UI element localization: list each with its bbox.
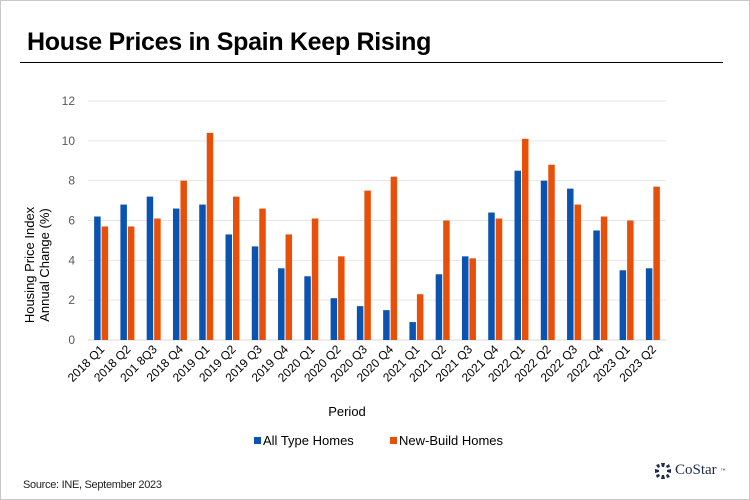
bar-new-build-homes: [495, 218, 503, 340]
bar-all-type-homes: [146, 196, 154, 340]
title-divider: [20, 62, 723, 63]
legend-label-all-type-homes[interactable]: All Type Homes: [263, 433, 354, 448]
costar-star-icon: [655, 462, 671, 479]
chart-title: House Prices in Spain Keep Rising: [27, 28, 432, 56]
bar-all-type-homes: [251, 246, 259, 340]
bar-all-type-homes: [593, 230, 600, 340]
bar-new-build-homes: [206, 132, 214, 340]
bar-new-build-homes: [154, 218, 161, 340]
bar-new-build-homes: [259, 208, 266, 340]
source-note: Source: INE, September 2023: [23, 479, 162, 491]
bar-new-build-homes: [101, 226, 109, 340]
bar-new-build-homes: [233, 196, 240, 340]
bar-all-type-homes: [383, 310, 390, 340]
bar-new-build-homes: [364, 190, 371, 340]
bar-all-type-homes: [172, 208, 180, 340]
costar-logo: CoStar ™: [655, 462, 726, 479]
bar-new-build-homes: [469, 258, 476, 340]
bar-all-type-homes: [356, 306, 364, 340]
legend-swatch-all-type-homes: [254, 437, 261, 444]
bar-all-type-homes: [461, 256, 469, 340]
y-tick-label: 0: [68, 333, 75, 347]
y-axis-ticks: 0 2 4 6 8 10 12: [62, 94, 76, 347]
y-axis-label-line1: Housing Price Index: [22, 206, 37, 323]
bar-new-build-homes: [574, 204, 582, 340]
bar-all-type-homes: [225, 234, 232, 340]
y-tick-label: 8: [68, 174, 75, 188]
bar-new-build-homes: [390, 176, 398, 340]
bar-new-build-homes: [522, 138, 529, 340]
trademark: ™: [720, 467, 726, 474]
bar-new-build-homes: [627, 220, 634, 340]
bar-new-build-homes: [443, 220, 450, 340]
y-tick-label: 2: [68, 293, 75, 307]
legend-swatch-new-build-homes: [390, 437, 397, 444]
bar-all-type-homes: [94, 216, 101, 340]
bar-new-build-homes: [285, 234, 293, 340]
costar-logo-text: CoStar: [675, 462, 717, 478]
bar-new-build-homes: [416, 294, 424, 340]
bar-all-type-homes: [409, 322, 416, 340]
y-tick-label: 6: [68, 214, 75, 228]
bars: [94, 132, 660, 340]
bar-all-type-homes: [278, 268, 285, 340]
bar-new-build-homes: [600, 216, 608, 340]
bar-all-type-homes: [330, 298, 338, 340]
x-axis-label: Period: [328, 404, 366, 419]
bar-new-build-homes: [653, 186, 660, 340]
y-tick-label: 4: [68, 253, 75, 267]
bar-all-type-homes: [540, 180, 548, 340]
bar-all-type-homes: [488, 212, 495, 340]
y-axis-label-line2: Annual Change (%): [37, 208, 52, 321]
bar-all-type-homes: [645, 268, 653, 340]
bar-all-type-homes: [120, 204, 127, 340]
bar-all-type-homes: [435, 274, 443, 340]
bar-all-type-homes: [304, 276, 311, 340]
bar-all-type-homes: [619, 270, 627, 340]
legend-label-new-build-homes[interactable]: New-Build Homes: [399, 433, 504, 448]
bar-all-type-homes: [199, 204, 206, 340]
y-tick-label: 12: [62, 94, 76, 108]
bar-new-build-homes: [180, 180, 187, 340]
bar-new-build-homes: [338, 256, 345, 340]
bar-new-build-homes: [311, 218, 319, 340]
bar-new-build-homes: [127, 226, 135, 340]
bar-all-type-homes: [514, 170, 521, 340]
y-tick-label: 10: [62, 134, 76, 148]
bar-all-type-homes: [567, 188, 574, 340]
bar-new-build-homes: [548, 164, 555, 340]
legend: All Type Homes New-Build Homes: [254, 433, 504, 448]
